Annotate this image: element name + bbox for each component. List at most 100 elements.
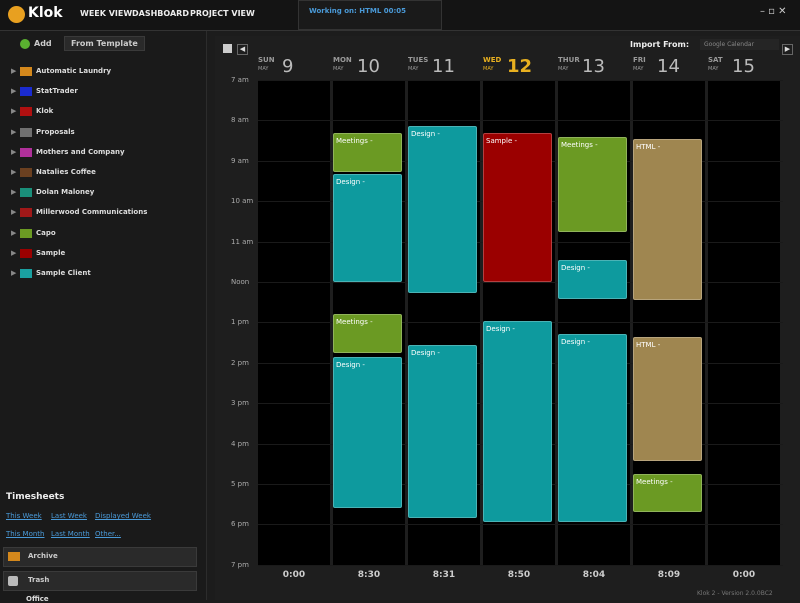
timesheet-link[interactable]: Other...	[95, 530, 121, 538]
import-source[interactable]: Google Calendar	[700, 39, 779, 50]
event-block[interactable]: Design -	[333, 173, 402, 282]
expand-arrow[interactable]: ▶	[11, 127, 17, 136]
project-name[interactable]: Sample Client	[36, 269, 91, 277]
hour-label: 5 pm	[231, 480, 249, 488]
event-block[interactable]: Meetings -	[333, 314, 402, 353]
event-block[interactable]: Design -	[408, 344, 477, 518]
expand-arrow[interactable]: ▶	[11, 248, 17, 257]
event-block[interactable]: Design -	[558, 334, 627, 522]
hour-label: 2 pm	[231, 358, 249, 367]
timesheet-link[interactable]: This Month	[6, 530, 45, 538]
nav-dashboard[interactable]: DASHBOARD	[132, 9, 189, 18]
project-name[interactable]: Capo	[36, 228, 56, 237]
timesheet-link[interactable]: Last Week	[51, 512, 87, 520]
hour-label: 8 am	[231, 116, 249, 125]
event-block[interactable]: Meetings -	[633, 473, 702, 513]
project-row[interactable]: ▶ Millerwood Communications	[0, 206, 200, 220]
archive-row[interactable]: Archive	[3, 547, 197, 567]
calendar: ◀ Import From: Google Calendar ▶ Klok 2 …	[215, 36, 800, 600]
hour-line	[258, 80, 783, 81]
project-name[interactable]: Sample	[36, 248, 66, 257]
event-block[interactable]: Design -	[333, 357, 402, 509]
day-name: TUES	[408, 56, 429, 64]
template-button[interactable]: From Template	[64, 36, 145, 51]
event-block[interactable]: Design -	[483, 320, 552, 522]
day-name: THUR	[558, 56, 580, 64]
logo-icon	[8, 6, 25, 23]
hour-line	[258, 282, 783, 283]
hour-label: 4 pm	[231, 439, 249, 448]
day-number: 11	[432, 56, 455, 77]
expand-arrow[interactable]: ▶	[11, 208, 17, 217]
expand-arrow[interactable]: ▶	[11, 168, 17, 176]
project-row[interactable]: ▶ Natalies Coffee	[0, 166, 200, 180]
expand-arrow[interactable]: ▶	[11, 228, 17, 237]
event-block[interactable]: Meetings -	[558, 136, 627, 232]
folder-icon	[20, 269, 32, 278]
event-block[interactable]: HTML -	[633, 336, 702, 461]
add-icon	[20, 39, 30, 49]
event-block[interactable]: Meetings -	[333, 132, 402, 172]
project-name[interactable]: Mothers and Company	[36, 147, 125, 156]
project-name[interactable]: Klok	[36, 107, 54, 116]
day-total: 8:50	[507, 570, 531, 580]
project-row[interactable]: ▶ Automatic Laundry	[0, 65, 200, 79]
trash-row[interactable]: Trash	[3, 571, 197, 591]
project-row[interactable]: ▶ Klok	[0, 105, 200, 119]
folder-icon	[20, 127, 32, 137]
nav-week[interactable]: WEEK VIEW	[80, 9, 133, 18]
event-block[interactable]: Design -	[558, 259, 627, 299]
hour-label: 10 am	[231, 197, 254, 206]
hour-label: 1 pm	[231, 318, 249, 327]
project-row[interactable]: ▶ StatTrader	[0, 85, 200, 99]
trash: Trash	[28, 576, 50, 584]
day-number: 14	[657, 56, 680, 77]
project-row[interactable]: ▶ Sample Client	[0, 267, 200, 281]
project-name[interactable]: StatTrader	[36, 87, 78, 96]
day-number: 15	[732, 56, 755, 77]
event-block[interactable]: Design -	[408, 126, 477, 293]
prev-week[interactable]: ◀	[237, 44, 248, 55]
project-row[interactable]: ▶ Dolan Maloney	[0, 186, 200, 200]
day-total: 8:31	[432, 570, 456, 580]
timesheet-link[interactable]: Displayed Week	[95, 512, 151, 520]
hour-label: 6 pm	[231, 520, 249, 529]
timesheet-link[interactable]: This Week	[6, 512, 42, 520]
day-name: MON	[333, 56, 352, 64]
timesheets-title: Timesheets	[6, 492, 65, 502]
event-block[interactable]: Sample -	[483, 132, 552, 282]
expand-arrow[interactable]: ▶	[11, 67, 17, 75]
project-row[interactable]: ▶ Sample	[0, 247, 200, 261]
office[interactable]: Office	[26, 595, 49, 603]
expand-arrow[interactable]: ▶	[11, 147, 17, 156]
day-total: 8:09	[657, 570, 681, 580]
project-name[interactable]: Automatic Laundry	[36, 67, 112, 75]
add-button[interactable]: Add	[34, 39, 52, 48]
project-row[interactable]: ▶ Proposals	[0, 126, 200, 140]
hour-label: Noon	[231, 278, 250, 286]
expand-arrow[interactable]: ▶	[11, 87, 17, 96]
window-controls[interactable]: – ▫ ✕	[760, 6, 787, 17]
app-name: Klok	[28, 5, 63, 21]
working-box[interactable]: Working on: HTML 00:05	[298, 0, 442, 30]
expand-arrow[interactable]: ▶	[11, 188, 17, 197]
day-number: 12	[507, 56, 533, 77]
project-name[interactable]: Dolan Maloney	[36, 188, 95, 197]
project-name[interactable]: Millerwood Communications	[36, 208, 148, 217]
archive: Archive	[28, 552, 58, 560]
project-row[interactable]: ▶ Mothers and Company	[0, 146, 200, 160]
project-name[interactable]: Natalies Coffee	[36, 168, 96, 176]
project-name[interactable]: Proposals	[36, 127, 75, 136]
day-month: MAY	[558, 66, 569, 72]
calendar-icon[interactable]	[223, 44, 232, 53]
hour-line	[258, 564, 783, 566]
folder-icon	[20, 147, 32, 157]
project-row[interactable]: ▶ Capo	[0, 227, 200, 241]
next-week[interactable]: ▶	[782, 44, 793, 55]
hour-label: 7 am	[231, 76, 249, 84]
expand-arrow[interactable]: ▶	[11, 107, 17, 116]
expand-arrow[interactable]: ▶	[11, 269, 17, 277]
nav-project[interactable]: PROJECT VIEW	[190, 9, 255, 18]
event-block[interactable]: HTML -	[633, 138, 702, 301]
timesheet-link[interactable]: Last Month	[51, 530, 90, 538]
